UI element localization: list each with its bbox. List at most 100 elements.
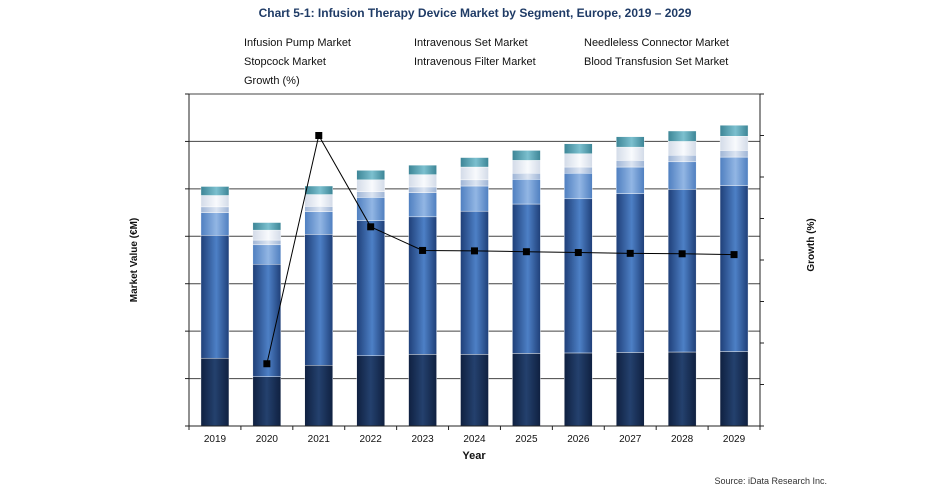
bar-segment-2021-s4 bbox=[304, 194, 333, 207]
bar-segment-2020-s3 bbox=[252, 239, 282, 246]
bar-segment-2029-s4 bbox=[719, 136, 749, 151]
bar-segment-2026-s3 bbox=[564, 166, 593, 174]
x-tick-label: 2028 bbox=[671, 434, 694, 445]
growth-marker bbox=[263, 360, 271, 368]
bar-segment-2019-s4 bbox=[200, 195, 230, 208]
growth-marker bbox=[730, 251, 738, 259]
bar-segment-2027-s3 bbox=[616, 160, 645, 168]
bar-segment-2023-s5 bbox=[408, 164, 437, 175]
growth-line bbox=[266, 134, 735, 364]
bar-segment-2021-s3 bbox=[304, 206, 333, 212]
x-axis-label: Year bbox=[462, 450, 486, 462]
bar-segment-2028-s3 bbox=[667, 154, 697, 163]
bar-segment-2027-s2 bbox=[616, 166, 645, 194]
x-tick-label: 2022 bbox=[360, 434, 383, 445]
bar-segment-2023-s1 bbox=[408, 216, 437, 355]
legend-item-infusion-pump: Infusion Pump Market bbox=[244, 37, 351, 49]
bar-segment-2022-s5 bbox=[356, 170, 385, 181]
x-tick-label: 2029 bbox=[723, 434, 746, 445]
x-tick-label: 2021 bbox=[308, 434, 331, 445]
bar-segment-2021-s2 bbox=[304, 211, 333, 235]
bar-segment-2027-s4 bbox=[616, 146, 645, 161]
bar-segment-2024-s2 bbox=[460, 185, 489, 212]
bar-segment-2028-s0 bbox=[667, 351, 697, 427]
bar-segment-2029-s3 bbox=[719, 150, 749, 158]
growth-marker bbox=[522, 248, 530, 256]
x-tick-label: 2025 bbox=[515, 434, 538, 445]
bar-segment-2026-s0 bbox=[564, 352, 593, 427]
bar-segment-2019-s5 bbox=[200, 186, 230, 196]
legend-item-blood-transfusion-set: Blood Transfusion Set Market bbox=[584, 56, 729, 68]
bar-segment-2021-s1 bbox=[304, 234, 333, 366]
bar-segment-2028-s5 bbox=[667, 130, 697, 142]
x-tick-label: 2024 bbox=[463, 434, 486, 445]
bar-segment-2027-s1 bbox=[616, 193, 645, 353]
bar-segment-2022-s3 bbox=[356, 191, 385, 198]
bar-segment-2019-s0 bbox=[200, 357, 230, 427]
bar-segment-2026-s1 bbox=[564, 198, 593, 354]
bar-segment-2024-s3 bbox=[460, 179, 489, 187]
bar-segment-2029-s5 bbox=[719, 125, 749, 137]
growth-marker bbox=[315, 132, 323, 139]
growth-marker bbox=[574, 249, 582, 257]
bar-segment-2024-s1 bbox=[460, 210, 489, 355]
source-note: Source: iData Research Inc. bbox=[714, 476, 827, 486]
bar-segment-2026-s5 bbox=[564, 143, 593, 154]
bar-segment-2028-s1 bbox=[667, 189, 697, 353]
bar-segment-2019-s2 bbox=[200, 212, 230, 236]
bar-segment-2019-s1 bbox=[200, 235, 230, 359]
legend-item-growth: Growth (%) bbox=[244, 75, 300, 87]
x-tick-label: 2027 bbox=[619, 434, 642, 445]
y-axis-label: Market Value (€M) bbox=[129, 218, 140, 302]
growth-marker bbox=[678, 250, 686, 258]
legend-item-intravenous-set: Intravenous Set Market bbox=[414, 37, 528, 49]
growth-marker bbox=[367, 223, 375, 231]
bar-segment-2024-s0 bbox=[460, 354, 489, 427]
bar-segment-2025-s0 bbox=[512, 353, 541, 427]
bar-segment-2023-s3 bbox=[408, 186, 437, 193]
bar-segment-2022-s0 bbox=[356, 355, 385, 427]
growth-marker bbox=[626, 249, 634, 257]
bar-segment-2023-s2 bbox=[408, 192, 437, 218]
y2-axis-label: Growth (%) bbox=[806, 218, 817, 271]
bar-segment-2027-s5 bbox=[616, 136, 645, 148]
bar-segment-2021-s5 bbox=[304, 185, 333, 195]
bar-segment-2019-s3 bbox=[200, 206, 230, 213]
bar-segment-2023-s0 bbox=[408, 354, 437, 427]
bar-segment-2026-s2 bbox=[564, 173, 593, 200]
bar-segment-2029-s1 bbox=[719, 185, 749, 352]
x-tick-label: 2023 bbox=[411, 434, 434, 445]
bar-segment-2022-s1 bbox=[356, 220, 385, 357]
x-tick-label: 2019 bbox=[204, 434, 227, 445]
growth-marker bbox=[471, 247, 478, 255]
bar-segment-2020-s2 bbox=[252, 244, 282, 265]
x-tick-label: 2020 bbox=[256, 434, 279, 445]
legend-item-needleless-connector: Needleless Connector Market bbox=[584, 37, 729, 49]
legend-item-intravenous-filter: Intravenous Filter Market bbox=[414, 56, 536, 68]
bar-segment-2029-s0 bbox=[719, 351, 749, 427]
bar-segment-2024-s4 bbox=[460, 166, 489, 181]
bar-segment-2029-s2 bbox=[719, 156, 749, 186]
x-tick-label: 2026 bbox=[567, 434, 590, 445]
bar-segment-2020-s5 bbox=[252, 222, 282, 231]
bar-segment-2028-s4 bbox=[667, 141, 697, 156]
bar-segment-2025-s2 bbox=[512, 179, 541, 205]
bar-segment-2022-s4 bbox=[356, 179, 385, 192]
bar-segment-2026-s4 bbox=[564, 153, 593, 168]
bar-segment-2025-s1 bbox=[512, 203, 541, 354]
bar-segment-2028-s2 bbox=[667, 161, 697, 190]
bar-segment-2025-s5 bbox=[512, 150, 541, 161]
bar-segment-2020-s0 bbox=[252, 376, 282, 427]
bar-segment-2025-s4 bbox=[512, 160, 541, 174]
bar-segment-2021-s0 bbox=[304, 365, 333, 427]
chart-title: Chart 5-1: Infusion Therapy Device Marke… bbox=[258, 6, 692, 20]
bar-segment-2024-s5 bbox=[460, 157, 489, 168]
legend-item-stopcock: Stopcock Market bbox=[244, 56, 326, 68]
bar-segment-2023-s4 bbox=[408, 174, 437, 188]
bar-segment-2025-s3 bbox=[512, 173, 541, 180]
bar-segment-2020-s4 bbox=[252, 229, 282, 241]
bar-segment-2027-s0 bbox=[616, 352, 645, 427]
growth-marker bbox=[419, 246, 427, 254]
